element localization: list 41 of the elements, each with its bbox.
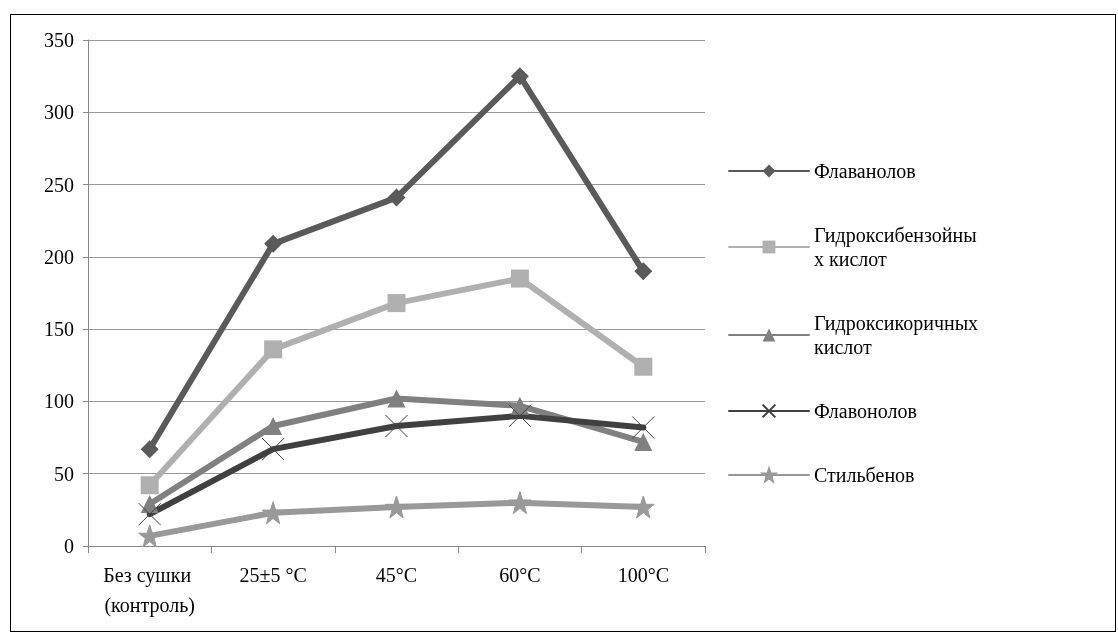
x-tick-label: 25±5 °C — [239, 564, 307, 586]
point — [508, 404, 532, 428]
y-tick-label: 250 — [44, 173, 74, 196]
point — [140, 476, 159, 495]
point — [261, 501, 285, 525]
point — [387, 294, 406, 313]
y-tick-label: 50 — [54, 462, 74, 485]
y-tick-label: 150 — [44, 318, 74, 341]
y-tick-label: 350 — [44, 29, 74, 51]
point — [510, 67, 529, 86]
point — [634, 357, 653, 376]
legend-label: Гидроксикоричных кислот — [814, 312, 984, 358]
legend-label: Гидроксибензойных кислот — [814, 224, 977, 270]
legend-label: Флаванолов — [814, 160, 916, 182]
point — [385, 414, 408, 438]
point — [631, 495, 655, 519]
point — [264, 340, 283, 359]
x-tick-label: 45°C — [375, 564, 418, 586]
point — [510, 269, 529, 288]
point — [631, 415, 655, 439]
point — [508, 491, 532, 515]
point — [138, 502, 162, 526]
x-tick-label: Без сушки (контроль) — [103, 564, 197, 617]
point — [264, 234, 283, 253]
x-tick-label: 60°C — [499, 564, 541, 586]
point — [264, 417, 283, 436]
legend-label: Флавонолов — [814, 400, 917, 422]
y-tick-label: 100 — [44, 390, 74, 413]
point — [387, 188, 406, 207]
y-tick-label: 300 — [44, 101, 74, 124]
point — [387, 389, 406, 408]
x-tick-label: 100°C — [617, 564, 669, 586]
point — [634, 432, 653, 451]
point — [140, 440, 159, 459]
legend-label: Стильбенов — [814, 464, 915, 486]
y-tick-label: 200 — [44, 245, 74, 268]
point — [261, 437, 285, 461]
point — [385, 495, 408, 519]
y-tick-label: 0 — [64, 535, 74, 557]
point — [634, 262, 653, 281]
point — [510, 396, 529, 415]
